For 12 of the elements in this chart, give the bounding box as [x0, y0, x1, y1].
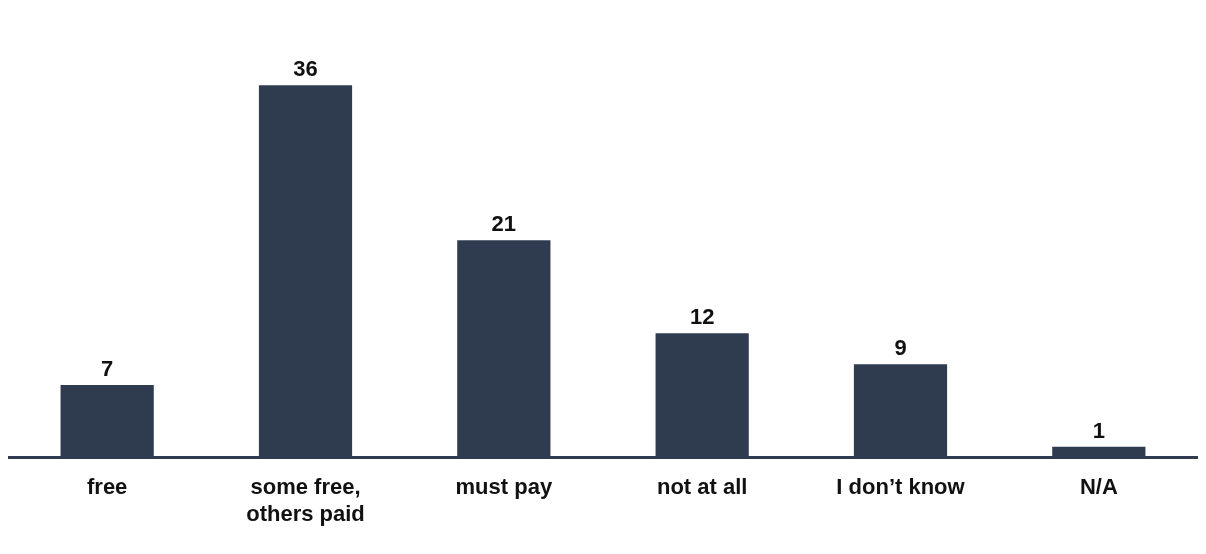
- data-label: 1: [1092, 417, 1105, 443]
- x-tick-label: must pay: [455, 474, 553, 500]
- data-label: 12: [689, 304, 715, 330]
- x-tick-label: N/A: [1079, 474, 1118, 500]
- data-label: 9: [894, 335, 907, 361]
- data-label: 36: [293, 56, 318, 82]
- x-tick-label: free: [86, 474, 128, 500]
- x-tick-label: some free, others paid: [246, 474, 365, 526]
- data-label: 21: [491, 211, 517, 237]
- data-label: 7: [101, 355, 114, 381]
- x-tick-label: I don’t know: [836, 474, 966, 500]
- x-tick-label: not at all: [656, 474, 748, 500]
